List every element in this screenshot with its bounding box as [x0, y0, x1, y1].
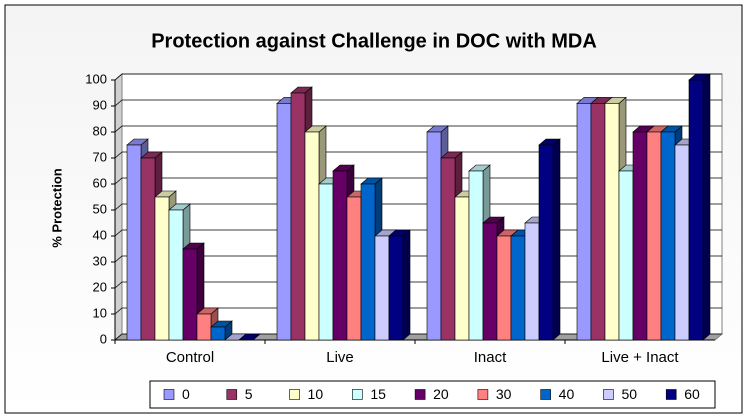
- grid-line: [114, 125, 722, 133]
- bar: [196, 313, 212, 341]
- grid-line: [114, 99, 722, 107]
- bar: [318, 183, 334, 341]
- bar: [426, 131, 442, 341]
- legend-swatch: [477, 389, 489, 400]
- y-tick-label: 30: [93, 253, 107, 268]
- legend-label: 5: [245, 386, 253, 402]
- legend-label: 10: [308, 386, 324, 402]
- bar-side: [552, 138, 561, 341]
- bar: [388, 235, 404, 341]
- legend-swatch: [163, 389, 175, 400]
- legend-swatch: [226, 389, 238, 400]
- legend-label: 50: [621, 386, 637, 402]
- grid-line: [114, 73, 722, 81]
- bar: [468, 170, 484, 341]
- bar-top: [238, 333, 261, 341]
- bar: [496, 235, 512, 341]
- y-tick-label: 10: [93, 305, 107, 320]
- bar: [538, 144, 554, 341]
- bar: [510, 235, 526, 341]
- bar: [210, 326, 226, 341]
- y-axis-label: % Protection: [49, 168, 64, 248]
- bar: [182, 248, 198, 341]
- bar: [590, 103, 606, 341]
- bar-side: [402, 229, 411, 341]
- legend-label: 0: [182, 386, 190, 402]
- y-tick-label: 100: [85, 71, 107, 86]
- x-tick-label: Control: [166, 349, 214, 366]
- grid-line: [114, 203, 722, 211]
- bar: [304, 131, 320, 341]
- y-tick-label: 60: [93, 175, 107, 190]
- x-tick-label: Live: [326, 349, 354, 366]
- bar: [646, 131, 662, 341]
- bar: [276, 103, 292, 341]
- bar: [524, 222, 540, 341]
- bar: [576, 103, 592, 341]
- y-tick-label: 40: [93, 227, 107, 242]
- legend-swatch: [540, 389, 551, 400]
- bar: [688, 79, 704, 341]
- y-tick-label: 80: [93, 123, 107, 138]
- legend-label: 30: [496, 386, 512, 402]
- bar: [374, 235, 390, 341]
- legend-swatch: [289, 389, 300, 400]
- y-tick-label: 50: [93, 201, 107, 216]
- legend-label: 40: [559, 386, 575, 402]
- bar: [154, 196, 170, 341]
- x-tick-label: Live + Inact: [601, 349, 679, 366]
- bar: [168, 209, 184, 341]
- legend-label: 60: [684, 386, 700, 402]
- bar: [660, 131, 676, 341]
- bar: [454, 196, 470, 341]
- legend-box: [149, 380, 716, 409]
- y-tick-label: 70: [93, 149, 107, 164]
- legend-swatch: [603, 389, 614, 400]
- bar: [346, 196, 362, 341]
- bar: [604, 103, 620, 341]
- legend-label: 20: [433, 386, 449, 402]
- legend-swatch: [665, 389, 677, 400]
- bar: [482, 222, 498, 341]
- bar: [440, 157, 456, 341]
- bar: [360, 183, 376, 341]
- bar: [632, 131, 648, 341]
- y-tick-label: 0: [100, 331, 107, 346]
- bar: [126, 144, 142, 341]
- legend-label: 15: [370, 386, 386, 402]
- legend-swatch: [414, 389, 426, 400]
- bar: [618, 170, 634, 341]
- grid-line: [114, 151, 722, 159]
- bar: [140, 157, 156, 341]
- bar: [290, 92, 306, 341]
- bar: [332, 170, 348, 341]
- bar-side: [702, 73, 711, 341]
- x-tick-label: Inact: [474, 349, 507, 366]
- legend-swatch: [352, 389, 363, 400]
- y-tick-label: 20: [93, 279, 107, 294]
- chart-title: Protection against Challenge in DOC with…: [151, 30, 597, 52]
- y-tick-label: 90: [93, 97, 107, 112]
- grid-line: [114, 177, 722, 185]
- bar: [674, 144, 690, 341]
